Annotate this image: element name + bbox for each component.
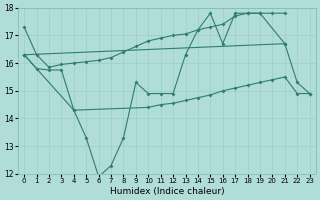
X-axis label: Humidex (Indice chaleur): Humidex (Indice chaleur) <box>109 187 224 196</box>
